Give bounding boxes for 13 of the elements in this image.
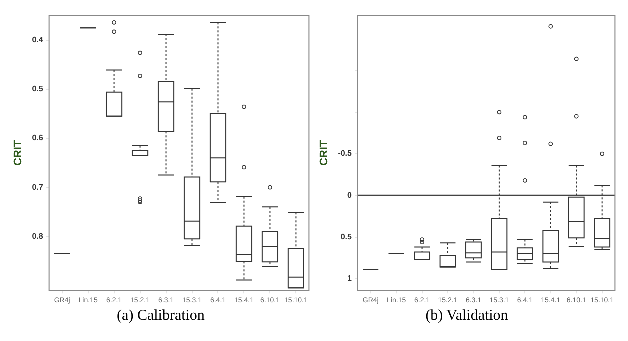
- text: (a) Calibration: [117, 308, 205, 325]
- y-axis-title: CRIT: [318, 140, 331, 166]
- y-tick-label: 0.5: [340, 232, 353, 242]
- y-tick-label: 0.8: [32, 232, 44, 241]
- text: (b) Validation: [426, 308, 508, 325]
- y-tick-label: 0: [348, 190, 353, 200]
- y-tick-label: 1: [348, 274, 353, 284]
- y-tick-label: 0.4: [32, 36, 44, 45]
- y-tick-label: 0.7: [32, 182, 44, 192]
- y-tick-label: 0.6: [32, 134, 44, 143]
- y-tick-label: -0.5: [338, 149, 353, 158]
- y-tick-label: 0.5: [32, 84, 44, 94]
- y-axis-title: CRIT: [12, 140, 25, 166]
